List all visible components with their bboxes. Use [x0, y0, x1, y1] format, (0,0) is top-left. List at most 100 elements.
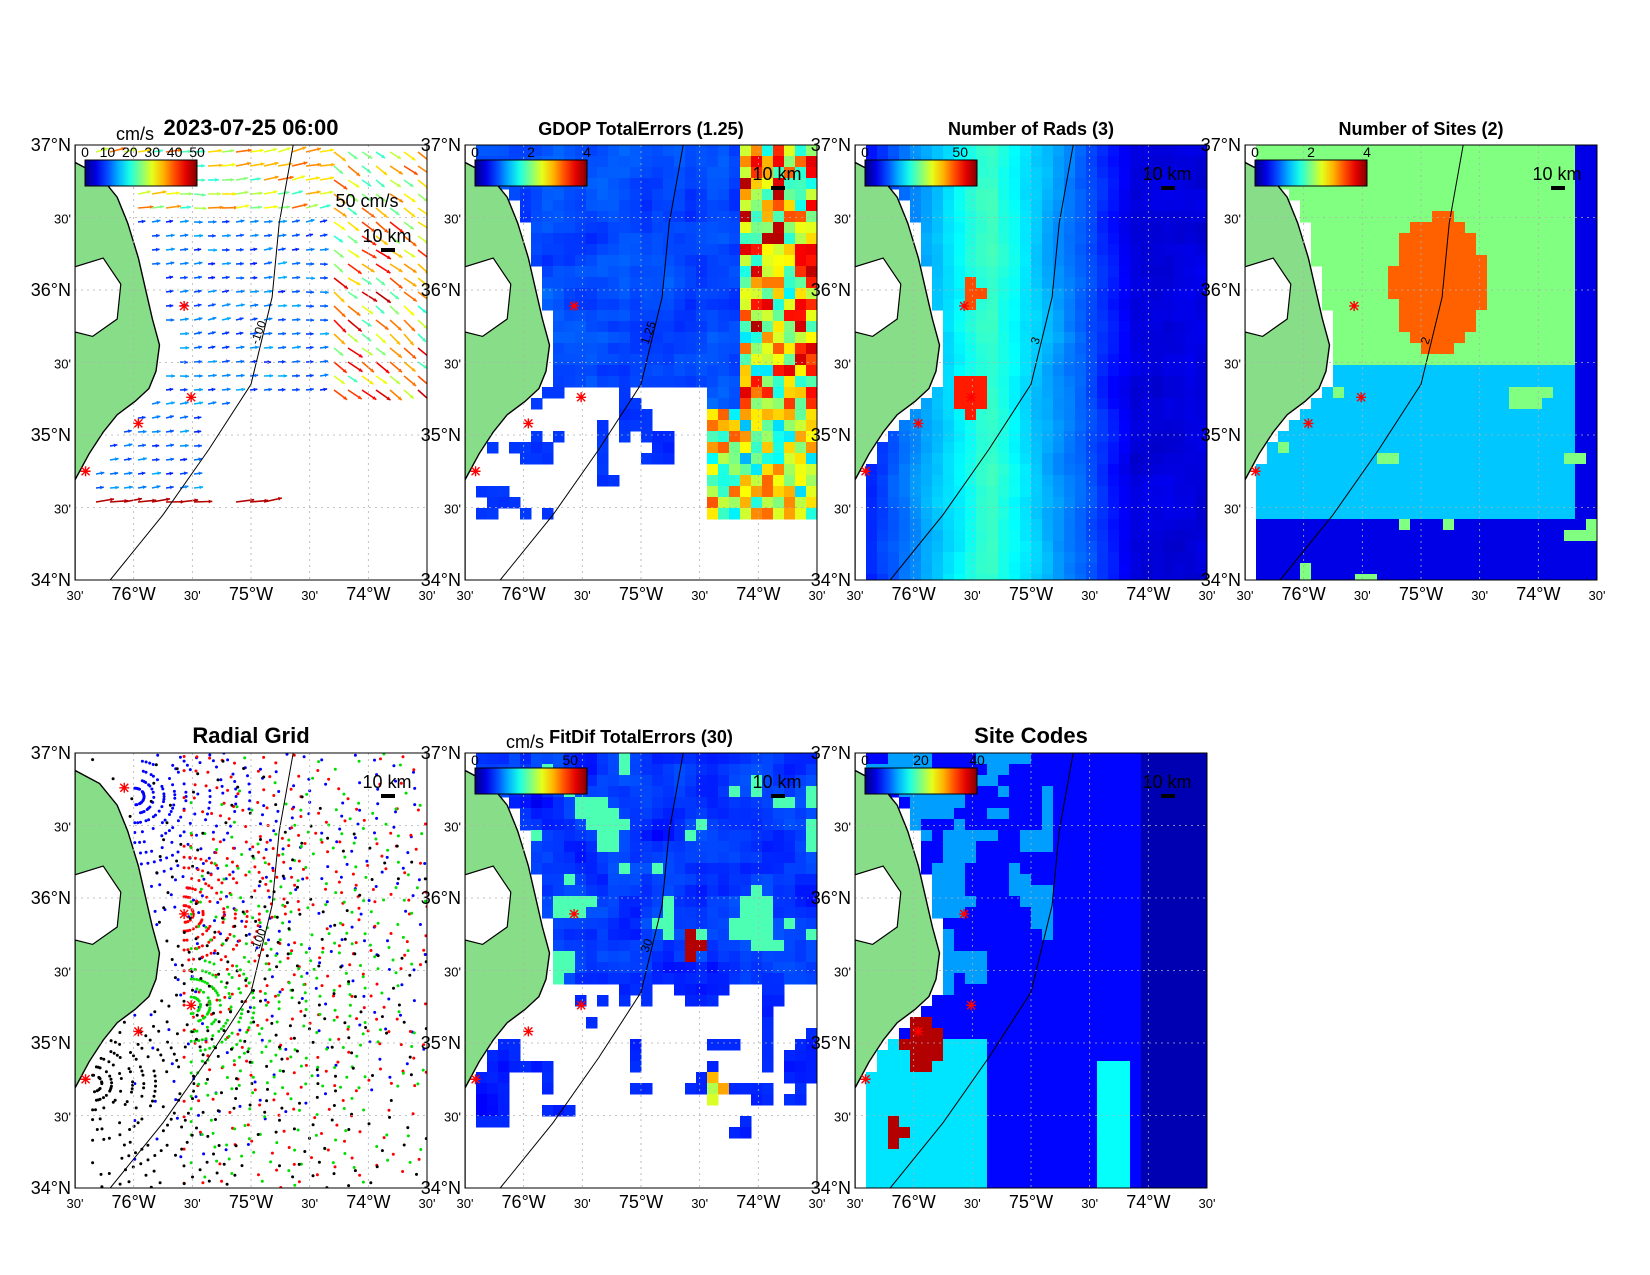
longitude-label: 30': [1081, 1196, 1098, 1211]
colorbar-tick: 10: [100, 144, 116, 160]
latitude-label: 30': [54, 357, 71, 372]
isobath-contour: [109, 753, 294, 1188]
colorbar-tick: 0: [81, 144, 89, 160]
site-marker-icon: [966, 392, 977, 403]
map-panel-codes: 37°N30'36°N30'35°N30'34°N30' 76°W 30' 75°W 3…: [811, 723, 1216, 1212]
latitude-label: 37°N: [421, 743, 461, 763]
longitude-label: 75°W: [1009, 1192, 1053, 1212]
map-content: -100: [75, 145, 427, 580]
panel-title: Number of Rads (3): [948, 119, 1114, 139]
longitude-label: 30': [1354, 588, 1371, 603]
latitude-label: 30': [444, 502, 461, 517]
latitude-label: 30': [834, 965, 851, 980]
longitude-label: 75°W: [619, 584, 663, 604]
longitude-label: 30': [457, 1196, 474, 1211]
graticule: [855, 145, 1207, 580]
latitude-label: 35°N: [31, 1033, 71, 1053]
sound-water: [465, 257, 512, 338]
longitude-label: 30': [1589, 588, 1606, 603]
heatmap-grid: [866, 145, 1207, 580]
longitude-label: 30': [847, 1196, 864, 1211]
latitude-label: 36°N: [811, 888, 851, 908]
scale-bar-label: 10 km: [1142, 164, 1191, 184]
graticule: [465, 145, 817, 580]
colorbar-tick: 0: [861, 144, 869, 160]
map-frame: [1244, 144, 1598, 581]
colorbar-tick: 40: [969, 752, 985, 768]
latitude-label: 34°N: [811, 570, 851, 590]
longitude-label: 30': [301, 588, 318, 603]
latitude-label: 30': [444, 357, 461, 372]
contour-label: 3: [1028, 335, 1044, 346]
colorbar-tick: 0: [861, 752, 869, 768]
graticule: [75, 145, 427, 580]
site-marker-icon: [186, 1000, 197, 1011]
panel-title: Radial Grid: [192, 723, 309, 748]
longitude-label: 76°W: [1282, 584, 1326, 604]
velocity-arrows: [95, 146, 427, 504]
latitude-label: 34°N: [421, 570, 461, 590]
latitude-label: 30': [834, 502, 851, 517]
map-panel-sites: 237°N30'36°N30'35°N30'34°N30' 76°W 30' 75°W…: [1201, 119, 1606, 604]
latitude-label: 30': [54, 212, 71, 227]
scale-bar-label: 10 km: [752, 164, 801, 184]
colorbar-tick: 0: [1251, 144, 1259, 160]
longitude-label: 30': [1199, 588, 1216, 603]
map-content: -100: [75, 753, 427, 1188]
longitude-label: 75°W: [1009, 584, 1053, 604]
longitude-label: 76°W: [892, 584, 936, 604]
isobath-contour: [889, 753, 1074, 1188]
vector-scale-label: 50 cm/s: [335, 191, 398, 211]
site-marker-icon: [913, 418, 924, 429]
sound-water: [75, 865, 122, 946]
map-content: [855, 753, 1207, 1188]
longitude-label: 30': [67, 588, 84, 603]
site-marker-icon: [186, 392, 197, 403]
panel-title: FitDif TotalErrors (30): [549, 727, 733, 747]
site-marker-icon: [860, 466, 871, 477]
latitude-label: 37°N: [31, 743, 71, 763]
latitude-label: 36°N: [811, 280, 851, 300]
latitude-label: 30': [1224, 502, 1241, 517]
site-marker-icon: [569, 908, 580, 919]
latitude-label: 30': [834, 357, 851, 372]
latitude-label: 34°N: [1201, 570, 1241, 590]
site-marker-icon: [860, 1074, 871, 1085]
sound-water: [465, 865, 512, 946]
isobath-contour: [1279, 145, 1464, 580]
panel-title: 2023-07-25 06:00: [164, 115, 339, 140]
longitude-label: 30': [691, 1196, 708, 1211]
site-marker-icon: [133, 418, 144, 429]
colorbar-label: cm/s: [116, 124, 154, 144]
latitude-label: 35°N: [421, 1033, 461, 1053]
longitude-label: 30': [809, 1196, 826, 1211]
panel-title: Number of Sites (2): [1338, 119, 1503, 139]
colorbar-tick: 4: [1363, 144, 1371, 160]
site-marker-icon: [576, 392, 587, 403]
longitude-label: 30': [1471, 588, 1488, 603]
longitude-label: 76°W: [112, 1192, 156, 1212]
colorbar-tick: 40: [167, 144, 183, 160]
sound-water: [855, 257, 902, 338]
longitude-label: 75°W: [1399, 584, 1443, 604]
latitude-label: 35°N: [1201, 425, 1241, 445]
latitude-label: 30': [54, 965, 71, 980]
graticule: [855, 753, 1207, 1188]
site-marker-icon: [133, 1026, 144, 1037]
longitude-label: 74°W: [346, 1192, 390, 1212]
graticule: [1245, 145, 1597, 580]
isobath-contour: [889, 145, 1074, 580]
longitude-label: 74°W: [1126, 1192, 1170, 1212]
longitude-label: 30': [574, 588, 591, 603]
longitude-label: 74°W: [1516, 584, 1560, 604]
site-marker-icon: [569, 300, 580, 311]
colorbar-tick: 50: [562, 752, 578, 768]
site-marker-icon: [1250, 466, 1261, 477]
latitude-label: 30': [444, 212, 461, 227]
contour-label: 2: [1418, 335, 1434, 346]
map-frame: [74, 752, 428, 1189]
latitude-label: 35°N: [31, 425, 71, 445]
